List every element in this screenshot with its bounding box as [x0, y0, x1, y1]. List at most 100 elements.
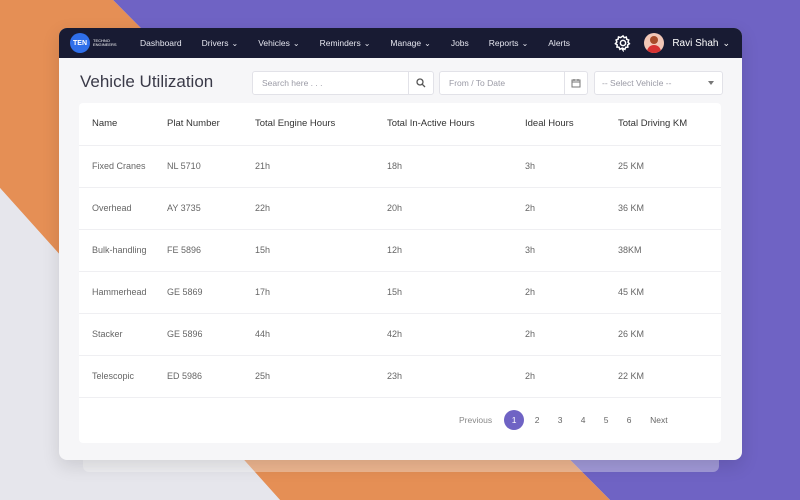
table-cell: FE 5896 — [167, 245, 202, 255]
table-row[interactable]: Bulk-handling FE 5896 15h 12h 3h 38KM — [79, 229, 721, 272]
table-row[interactable]: Hammerhead GE 5869 17h 15h 2h 45 KM — [79, 271, 721, 314]
app-window: TEN TECHNO ENGINEERS Dashboard Drivers ⌄ Ve… — [59, 28, 742, 460]
nav-item-jobs[interactable]: Jobs — [451, 38, 469, 48]
table-cell: 22 KM — [618, 371, 645, 381]
table-header-row: Name Plat Number Total Engine Hours Total I… — [79, 103, 721, 146]
table-cell: Bulk-handling — [92, 245, 147, 255]
pagination-page[interactable]: 6 — [626, 415, 632, 425]
table-row[interactable]: Telescopic ED 5986 25h 23h 2h 22 KM — [79, 355, 721, 398]
table-cell: 23h — [387, 371, 403, 381]
calendar-icon — [571, 79, 581, 88]
table-cell: 12h — [387, 245, 403, 255]
table-cell: 38KM — [618, 245, 642, 255]
table-row[interactable]: Stacker GE 5896 44h 42h 2h 26 KM — [79, 313, 721, 356]
nav-item-reports[interactable]: Reports ⌄ — [489, 38, 528, 48]
table-cell: 3h — [525, 161, 536, 171]
chevron-down-icon: ⌄ — [363, 38, 371, 48]
nav-item-label: Drivers — [201, 38, 229, 48]
nav-menu: Dashboard Drivers ⌄ Vehicles ⌄ Reminders ⌄ Mana… — [140, 28, 590, 58]
table-cell: 44h — [255, 329, 271, 339]
table-cell: NL 5710 — [167, 161, 201, 171]
table-cell: 2h — [525, 329, 536, 339]
table-cell: 17h — [255, 287, 271, 297]
user-name[interactable]: Ravi Shah — [672, 37, 719, 49]
nav-item-label: Reminders — [319, 38, 361, 48]
gear-icon[interactable] — [614, 34, 632, 52]
table-cell: Stacker — [92, 329, 123, 339]
chevron-down-icon: ⌄ — [292, 38, 300, 48]
date-range-input[interactable] — [447, 77, 561, 89]
chevron-down-icon[interactable]: ⌄ — [722, 37, 730, 48]
table-cell: 2h — [525, 287, 536, 297]
table-cell: 15h — [255, 245, 271, 255]
table-cell: 25h — [255, 371, 271, 381]
table-cell: 3h — [525, 245, 536, 255]
table-cell: Hammerhead — [92, 287, 147, 297]
logo-subtext: TECHNO ENGINEERS — [93, 38, 117, 47]
table-cell: 20h — [387, 203, 403, 213]
table-row[interactable]: Overhead AY 3735 22h 20h 2h 36 KM — [79, 187, 721, 230]
search-button[interactable] — [408, 72, 433, 94]
pagination-page[interactable]: 4 — [580, 415, 586, 425]
nav-item-label: Jobs — [450, 38, 469, 48]
caret-down-icon — [708, 81, 714, 85]
nav-item-label: Manage — [390, 38, 422, 48]
table-cell: AY 3735 — [167, 203, 201, 213]
table-cell: Overhead — [92, 203, 132, 213]
table-cell: GE 5869 — [167, 287, 203, 297]
pagination-page[interactable]: 5 — [603, 415, 609, 425]
table-cell: 18h — [387, 161, 403, 171]
vehicle-select-value: -- Select Vehicle -- — [602, 78, 672, 88]
pagination-next[interactable]: Next — [650, 415, 668, 425]
table-cell: 25 KM — [618, 161, 645, 171]
search-input[interactable] — [260, 77, 404, 89]
column-header[interactable]: Name — [92, 118, 118, 129]
nav-item-vehicles[interactable]: Vehicles ⌄ — [258, 38, 299, 48]
column-header[interactable]: Total Driving KM — [618, 118, 688, 129]
nav-item-manage[interactable]: Manage ⌄ — [390, 38, 430, 48]
top-navbar: TEN TECHNO ENGINEERS Dashboard Drivers ⌄ Ve… — [59, 28, 742, 58]
table-cell: Telescopic — [92, 371, 135, 381]
avatar[interactable] — [644, 33, 665, 53]
calendar-button[interactable] — [564, 72, 587, 94]
nav-item-dashboard[interactable]: Dashboard — [140, 38, 182, 48]
table-row[interactable]: Fixed Cranes NL 5710 21h 18h 3h 25 KM — [79, 145, 721, 188]
logo[interactable]: TEN TECHNO ENGINEERS — [70, 33, 117, 53]
nav-item-label: Alerts — [548, 38, 570, 48]
table-cell: ED 5986 — [167, 371, 203, 381]
date-range-box — [439, 71, 588, 95]
nav-item-label: Dashboard — [140, 38, 182, 48]
chevron-down-icon: ⌄ — [231, 38, 239, 48]
table-cell: 45 KM — [618, 287, 645, 297]
pagination-page[interactable]: 2 — [534, 415, 540, 425]
nav-item-reminders[interactable]: Reminders ⌄ — [320, 38, 371, 48]
table-cell: 15h — [387, 287, 403, 297]
pagination-page[interactable]: 3 — [557, 415, 563, 425]
vehicle-table: Name Plat Number Total Engine Hours Total I… — [79, 103, 721, 443]
column-header[interactable]: Plat Number — [167, 118, 220, 129]
nav-right: Ravi Shah ⌄ — [614, 28, 730, 58]
table-cell: 2h — [525, 371, 536, 381]
chevron-down-icon: ⌄ — [521, 38, 529, 48]
avatar-body — [647, 45, 662, 53]
table-cell: GE 5896 — [167, 329, 203, 339]
pagination-previous[interactable]: Previous — [459, 415, 493, 425]
column-header[interactable]: Ideal Hours — [525, 118, 574, 129]
chevron-down-icon: ⌄ — [424, 38, 431, 48]
column-header[interactable]: Total Engine Hours — [255, 118, 336, 129]
table-cell: 22h — [255, 203, 271, 213]
table-cell: Fixed Cranes — [92, 161, 146, 171]
table-cell: 36 KM — [618, 203, 645, 213]
table-cell: 21h — [255, 161, 271, 171]
column-header[interactable]: Total In-Active Hours — [387, 118, 475, 129]
nav-item-drivers[interactable]: Drivers ⌄ — [202, 38, 239, 48]
logo-badge: TEN — [70, 33, 90, 53]
nav-item-label: Vehicles — [258, 38, 290, 48]
nav-item-label: Reports — [488, 38, 519, 48]
pagination-page[interactable]: 1 — [504, 410, 525, 430]
search-box — [252, 71, 434, 95]
nav-item-alerts[interactable]: Alerts — [548, 38, 570, 48]
vehicle-select[interactable]: -- Select Vehicle -- — [594, 71, 723, 95]
table-cell: 2h — [525, 203, 536, 213]
